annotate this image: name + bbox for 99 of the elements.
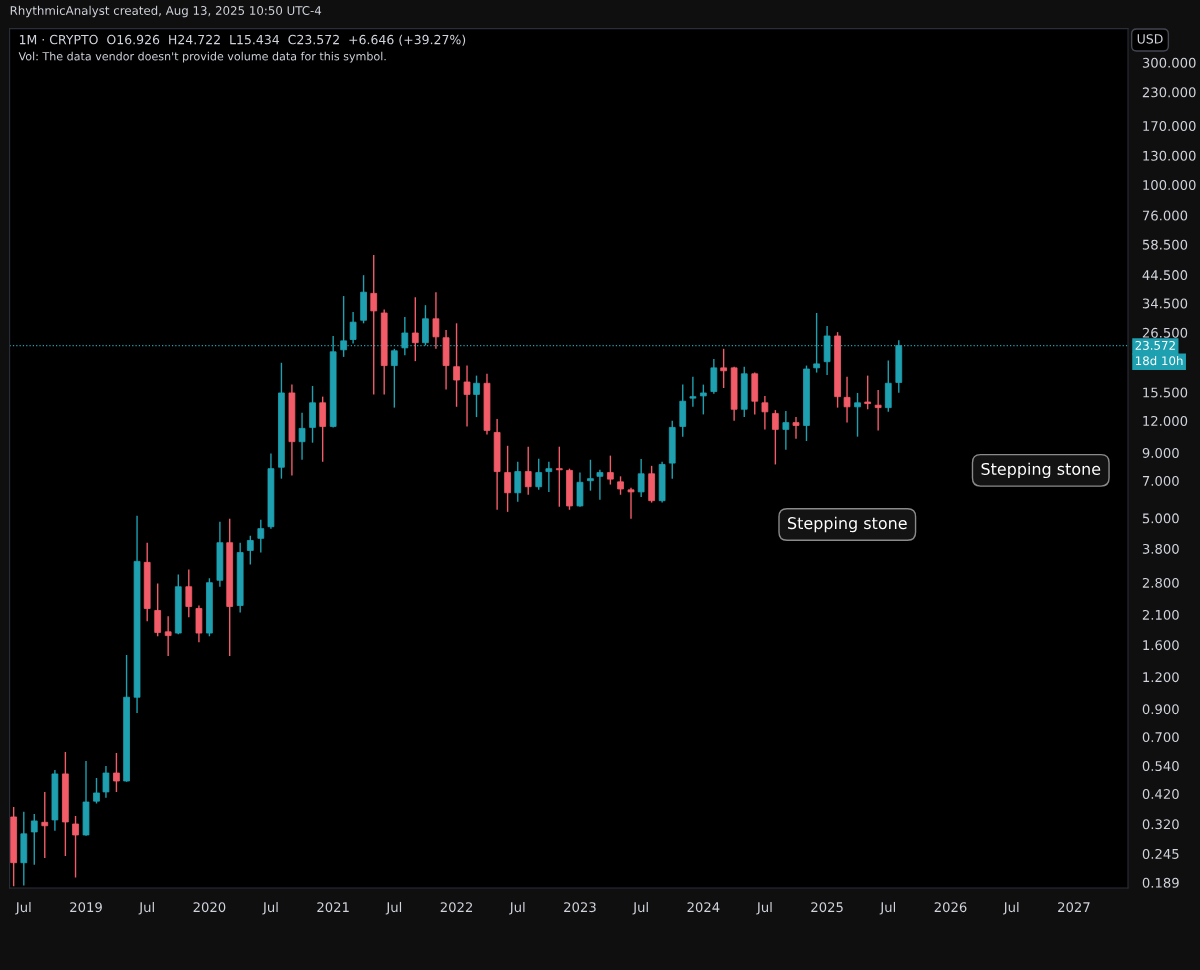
x-tick-label: 2022	[440, 902, 473, 913]
y-tick-label: 170.000	[1143, 120, 1196, 131]
candlestick	[41, 791, 49, 859]
y-tick-label: 7.000	[1142, 475, 1179, 486]
candlestick	[463, 364, 471, 428]
y-tick-label: 230.000	[1142, 87, 1196, 98]
annotation: Stepping stone	[981, 462, 1101, 479]
x-tick-label: 2026	[934, 902, 967, 913]
x-tick-label: Jul	[756, 901, 772, 915]
x-tick-label: 2025	[811, 902, 843, 913]
y-tick-label: 15.500	[1143, 387, 1188, 398]
candlestick	[710, 358, 718, 395]
y-tick-label: 26.500	[1142, 327, 1188, 338]
candlestick	[700, 383, 707, 416]
candlestick	[432, 291, 440, 350]
candlestick	[607, 454, 614, 486]
y-tick-label: 0.245	[1142, 848, 1179, 859]
candlestick	[761, 395, 769, 431]
y-tick-label: 0.540	[1142, 761, 1179, 771]
y-tick-label: 9.000	[1142, 447, 1179, 458]
x-tick-label: Jul	[1003, 901, 1019, 915]
candlestick	[576, 471, 584, 508]
x-tick-label: 2019	[70, 902, 102, 913]
y-tick-label: 5.000	[1142, 513, 1179, 524]
y-tick-label: 0.900	[1142, 704, 1179, 715]
y-tick-label: 2.800	[1142, 577, 1179, 588]
x-tick-label: Jul	[138, 901, 154, 915]
candlestick	[854, 392, 861, 438]
candlestick	[246, 535, 254, 566]
y-tick-label: 3.800	[1142, 543, 1179, 554]
candlestick	[257, 519, 265, 554]
candlestick	[596, 469, 604, 501]
candlestick	[689, 376, 697, 408]
y-tick-label: 0.420	[1142, 788, 1179, 799]
candlestick	[514, 461, 522, 503]
y-tick-label: 0.189	[1142, 877, 1179, 888]
y-tick-label: 100.000	[1143, 180, 1196, 190]
x-tick-label: Jul	[509, 901, 525, 915]
chart-title: 1M · CRYPTO O16.926 H24.722 L15.434 C23.572 +6.646 (+39.27%)	[19, 34, 466, 46]
y-tick-label: 0.320	[1142, 819, 1179, 830]
x-tick-label: Jul	[632, 901, 648, 915]
candlestick	[535, 458, 543, 491]
x-tick-label: Jul	[879, 901, 896, 915]
candlestick	[473, 374, 480, 418]
y-tick-label: 130.000	[1143, 150, 1196, 161]
candlestick	[298, 411, 306, 461]
candlestick	[154, 582, 162, 637]
candlestick	[720, 348, 727, 389]
x-tick-label: 2023	[564, 902, 596, 913]
candlestick	[864, 374, 872, 410]
y-tick-label: 76.000	[1142, 210, 1188, 221]
candlestick	[617, 475, 624, 496]
candlestick	[792, 416, 800, 440]
candlestick	[453, 322, 460, 408]
candlestick	[370, 254, 378, 396]
candlestick	[72, 815, 79, 879]
x-tick-label: 2021	[317, 902, 349, 913]
candlestick	[30, 813, 38, 866]
candlestick	[587, 459, 594, 492]
candlestick	[422, 304, 429, 347]
candlestick	[772, 409, 779, 466]
x-tick-label: 2027	[1058, 902, 1090, 913]
candlestick	[164, 615, 172, 657]
x-tick-label: 2024	[687, 902, 720, 913]
candlestick	[782, 410, 790, 451]
candlestick	[93, 777, 100, 805]
annotation: Stepping stone	[788, 516, 907, 533]
x-tick-label: 2020	[193, 902, 226, 913]
y-tick-label: 0.700	[1142, 732, 1179, 743]
candlestick	[555, 446, 563, 508]
text: 18d 10h	[1136, 356, 1183, 366]
candlestick	[411, 296, 419, 362]
candlestick	[185, 568, 193, 619]
y-tick-label: 2.100	[1142, 609, 1179, 620]
y-tick-label: 1.200	[1143, 672, 1179, 683]
y-tick-label: 300.000	[1142, 57, 1196, 68]
x-tick-label: Jul	[385, 901, 402, 915]
candlestick	[319, 395, 327, 463]
candlestick	[545, 461, 553, 493]
ref-line-label: 23.572	[1135, 340, 1175, 350]
candlestick	[504, 445, 511, 513]
y-tick-label: 12.000	[1143, 415, 1188, 426]
candlestick	[113, 752, 120, 793]
candlestick	[102, 765, 110, 799]
y-tick-label: 44.500	[1142, 270, 1188, 281]
candlestick	[524, 446, 532, 496]
x-tick-label: Jul	[262, 901, 278, 915]
y-tick-label: 58.500	[1142, 239, 1188, 250]
candlestick	[843, 376, 851, 424]
y-tick-label: 34.500	[1142, 298, 1188, 309]
candlestick	[390, 348, 398, 409]
text: Vol: The data vendor doesn't provide volume data for this symbol.	[18, 51, 386, 63]
y-axis-title: USD	[1137, 34, 1163, 44]
y-tick-label: 1.600	[1143, 640, 1179, 651]
candlestick	[627, 487, 635, 520]
candlestick	[637, 458, 645, 498]
x-tick-label: Jul	[15, 901, 31, 915]
candlestick	[874, 389, 882, 432]
text: RhythmicAnalyst created, Aug 13, 2025 10:50 UTC-4	[10, 5, 322, 18]
